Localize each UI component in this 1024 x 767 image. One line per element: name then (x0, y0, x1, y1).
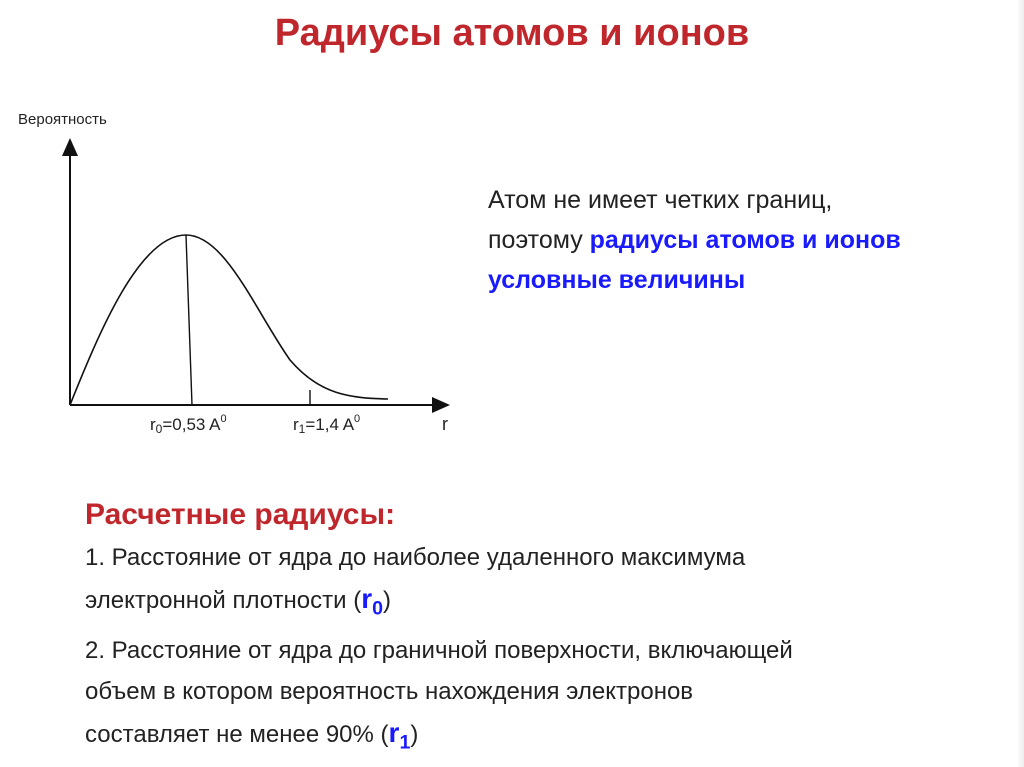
intro-line-1: Атом не имеет четких границ, (488, 186, 833, 214)
intro-text: Атом не имеет четких границ, поэтому рад… (488, 180, 901, 300)
r0-label: r0=0,53 A0 (150, 413, 227, 436)
y-axis-label: Вероятность (18, 111, 107, 128)
probability-curve (69, 234, 389, 406)
item-2-line-3: составляет не менее 90% (r1) (85, 716, 419, 754)
calc-heading: Расчетные радиусы: (85, 498, 396, 531)
item-2-line-1: 2. Расстояние от ядра до граничной повер… (85, 636, 793, 664)
slide-edge (1018, 0, 1024, 767)
slide-title: Радиусы атомов и ионов (274, 12, 750, 54)
intro-line-3: условные величины (488, 266, 746, 294)
calculated-radii: Расчетные радиусы: 1. Расстояние от ядра… (85, 493, 985, 763)
r1-label: r1=1,4 A0 (293, 413, 360, 436)
highlight: радиусы атомов и ионов (589, 226, 901, 254)
r0-marker (185, 234, 193, 406)
x-axis-label: r (442, 414, 448, 434)
item-1-line-1: 1. Расстояние от ядра до наиболее удален… (85, 544, 746, 571)
intro-line-2: поэтому радиусы атомов и ионов (488, 226, 901, 254)
r0-symbol: r0 (361, 583, 384, 620)
item-1-line-2: электронной плотности (r0) (85, 583, 392, 620)
item-2-line-2: объем в котором вероятность нахождения э… (85, 677, 694, 705)
r1-symbol: r1 (388, 716, 411, 754)
probability-chart: Вероятность r0=0,53 A0 r1=1,4 A0 r (18, 111, 450, 436)
